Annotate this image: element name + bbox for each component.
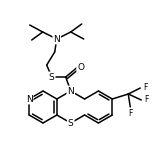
Text: F: F bbox=[144, 95, 149, 104]
Text: S: S bbox=[68, 119, 74, 128]
Text: S: S bbox=[49, 73, 55, 82]
Text: N: N bbox=[53, 35, 60, 44]
Text: N: N bbox=[26, 95, 33, 104]
Text: O: O bbox=[77, 62, 84, 71]
Text: F: F bbox=[143, 84, 147, 93]
Text: N: N bbox=[67, 86, 74, 95]
Text: F: F bbox=[128, 108, 132, 117]
